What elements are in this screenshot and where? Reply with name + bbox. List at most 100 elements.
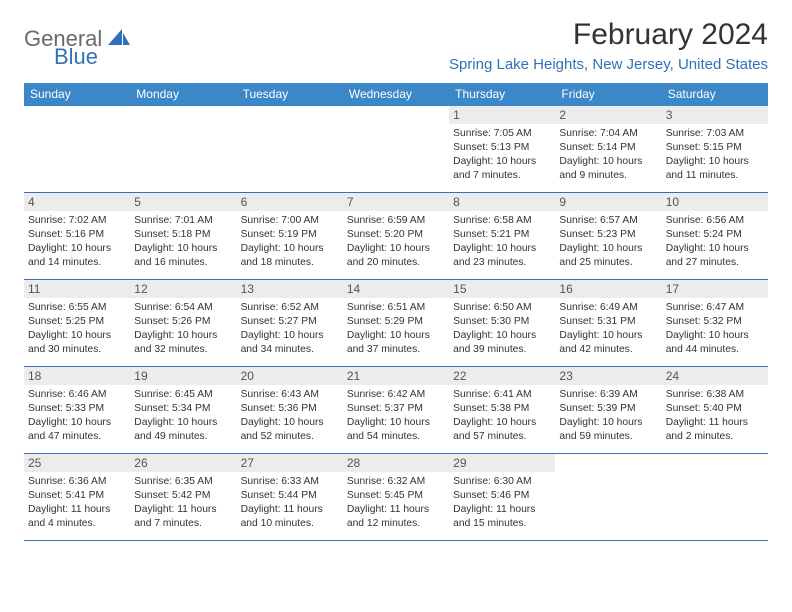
sunset-line: Sunset: 5:23 PM <box>559 228 657 242</box>
week-row: 18Sunrise: 6:46 AMSunset: 5:33 PMDayligh… <box>24 367 768 454</box>
sunrise-line: Sunrise: 6:41 AM <box>453 388 551 402</box>
daylight-line: Daylight: 10 hours and 42 minutes. <box>559 329 657 357</box>
daylight-line: Daylight: 10 hours and 23 minutes. <box>453 242 551 270</box>
day-cell: 21Sunrise: 6:42 AMSunset: 5:37 PMDayligh… <box>343 367 449 453</box>
sunset-line: Sunset: 5:16 PM <box>28 228 126 242</box>
day-cell: 29Sunrise: 6:30 AMSunset: 5:46 PMDayligh… <box>449 454 555 540</box>
day-cell: 12Sunrise: 6:54 AMSunset: 5:26 PMDayligh… <box>130 280 236 366</box>
dow-header-cell: Monday <box>130 83 236 106</box>
sunset-line: Sunset: 5:38 PM <box>453 402 551 416</box>
sunrise-line: Sunrise: 6:57 AM <box>559 214 657 228</box>
day-cell: 6Sunrise: 7:00 AMSunset: 5:19 PMDaylight… <box>237 193 343 279</box>
sunset-line: Sunset: 5:15 PM <box>666 141 764 155</box>
day-cell: 8 Sunrise: 6:58 AMSunset: 5:21 PMDaylight… <box>449 193 555 279</box>
month-title: February 2024 <box>449 18 768 52</box>
sunset-line: Sunset: 5:27 PM <box>241 315 339 329</box>
sunrise-line: Sunrise: 6:58 AM <box>453 214 551 228</box>
sunset-line: Sunset: 5:39 PM <box>559 402 657 416</box>
week-row: 4Sunrise: 7:02 AMSunset: 5:16 PMDaylight… <box>24 193 768 280</box>
day-cell: 17Sunrise: 6:47 AMSunset: 5:32 PMDayligh… <box>662 280 768 366</box>
day-cell: 18Sunrise: 6:46 AMSunset: 5:33 PMDayligh… <box>24 367 130 453</box>
sunrise-line: Sunrise: 7:05 AM <box>453 127 551 141</box>
sunrise-line: Sunrise: 6:45 AM <box>134 388 232 402</box>
sunset-line: Sunset: 5:31 PM <box>559 315 657 329</box>
daylight-line: Daylight: 10 hours and 49 minutes. <box>134 416 232 444</box>
day-number: 7 <box>343 193 449 211</box>
day-number: 1 <box>449 106 555 124</box>
daylight-line: Daylight: 10 hours and 20 minutes. <box>347 242 445 270</box>
dow-header-cell: Sunday <box>24 83 130 106</box>
calendar-grid: SundayMondayTuesdayWednesdayThursdayFrid… <box>24 83 768 541</box>
daylight-line: Daylight: 10 hours and 34 minutes. <box>241 329 339 357</box>
daylight-line: Daylight: 10 hours and 25 minutes. <box>559 242 657 270</box>
daylight-line: Daylight: 10 hours and 59 minutes. <box>559 416 657 444</box>
day-cell-empty <box>237 106 343 192</box>
daylight-line: Daylight: 10 hours and 52 minutes. <box>241 416 339 444</box>
day-cell: 11Sunrise: 6:55 AMSunset: 5:25 PMDayligh… <box>24 280 130 366</box>
daylight-line: Daylight: 10 hours and 16 minutes. <box>134 242 232 270</box>
day-cell: 14Sunrise: 6:51 AMSunset: 5:29 PMDayligh… <box>343 280 449 366</box>
day-number: 17 <box>662 280 768 298</box>
day-number: 15 <box>449 280 555 298</box>
sunrise-line: Sunrise: 7:02 AM <box>28 214 126 228</box>
sunset-line: Sunset: 5:41 PM <box>28 489 126 503</box>
daylight-line: Daylight: 10 hours and 18 minutes. <box>241 242 339 270</box>
sunset-line: Sunset: 5:20 PM <box>347 228 445 242</box>
day-number: 3 <box>662 106 768 124</box>
sunset-line: Sunset: 5:21 PM <box>453 228 551 242</box>
dow-header-row: SundayMondayTuesdayWednesdayThursdayFrid… <box>24 83 768 106</box>
daylight-line: Daylight: 10 hours and 47 minutes. <box>28 416 126 444</box>
daylight-line: Daylight: 10 hours and 14 minutes. <box>28 242 126 270</box>
sunset-line: Sunset: 5:32 PM <box>666 315 764 329</box>
day-number: 9 <box>555 193 661 211</box>
sunset-line: Sunset: 5:14 PM <box>559 141 657 155</box>
sunrise-line: Sunrise: 6:59 AM <box>347 214 445 228</box>
dow-header-cell: Friday <box>555 83 661 106</box>
sunrise-line: Sunrise: 6:50 AM <box>453 301 551 315</box>
daylight-line: Daylight: 10 hours and 9 minutes. <box>559 155 657 183</box>
daylight-line: Daylight: 11 hours and 7 minutes. <box>134 503 232 531</box>
daylight-line: Daylight: 10 hours and 27 minutes. <box>666 242 764 270</box>
day-number: 4 <box>24 193 130 211</box>
daylight-line: Daylight: 10 hours and 39 minutes. <box>453 329 551 357</box>
day-number: 2 <box>555 106 661 124</box>
dow-header-cell: Saturday <box>662 83 768 106</box>
daylight-line: Daylight: 10 hours and 57 minutes. <box>453 416 551 444</box>
sunrise-line: Sunrise: 6:32 AM <box>347 475 445 489</box>
daylight-line: Daylight: 11 hours and 15 minutes. <box>453 503 551 531</box>
sunrise-line: Sunrise: 6:33 AM <box>241 475 339 489</box>
day-number: 11 <box>24 280 130 298</box>
sunrise-line: Sunrise: 6:38 AM <box>666 388 764 402</box>
day-cell: 26Sunrise: 6:35 AMSunset: 5:42 PMDayligh… <box>130 454 236 540</box>
sunrise-line: Sunrise: 7:00 AM <box>241 214 339 228</box>
day-cell: 23Sunrise: 6:39 AMSunset: 5:39 PMDayligh… <box>555 367 661 453</box>
day-number: 13 <box>237 280 343 298</box>
day-cell: 15Sunrise: 6:50 AMSunset: 5:30 PMDayligh… <box>449 280 555 366</box>
topbar: General Blue February 2024 Spring Lake H… <box>24 18 768 73</box>
sunset-line: Sunset: 5:46 PM <box>453 489 551 503</box>
daylight-line: Daylight: 10 hours and 30 minutes. <box>28 329 126 357</box>
sunrise-line: Sunrise: 6:55 AM <box>28 301 126 315</box>
day-number: 14 <box>343 280 449 298</box>
daylight-line: Daylight: 10 hours and 37 minutes. <box>347 329 445 357</box>
daylight-line: Daylight: 11 hours and 2 minutes. <box>666 416 764 444</box>
day-cell: 9 Sunrise: 6:57 AMSunset: 5:23 PMDaylight… <box>555 193 661 279</box>
day-number: 20 <box>237 367 343 385</box>
sunset-line: Sunset: 5:40 PM <box>666 402 764 416</box>
logo-text-blue: Blue <box>54 44 98 70</box>
week-row: 1Sunrise: 7:05 AMSunset: 5:13 PMDaylight… <box>24 106 768 193</box>
day-cell: 10Sunrise: 6:56 AMSunset: 5:24 PMDayligh… <box>662 193 768 279</box>
weeks-container: 1Sunrise: 7:05 AMSunset: 5:13 PMDaylight… <box>24 106 768 541</box>
week-row: 25Sunrise: 6:36 AMSunset: 5:41 PMDayligh… <box>24 454 768 541</box>
day-cell-empty <box>555 454 661 540</box>
week-row: 11Sunrise: 6:55 AMSunset: 5:25 PMDayligh… <box>24 280 768 367</box>
day-number: 24 <box>662 367 768 385</box>
day-number: 8 <box>449 193 555 211</box>
day-number: 29 <box>449 454 555 472</box>
sunset-line: Sunset: 5:29 PM <box>347 315 445 329</box>
sunset-line: Sunset: 5:19 PM <box>241 228 339 242</box>
day-number: 10 <box>662 193 768 211</box>
daylight-line: Daylight: 10 hours and 7 minutes. <box>453 155 551 183</box>
location-subtitle: Spring Lake Heights, New Jersey, United … <box>449 56 768 73</box>
daylight-line: Daylight: 11 hours and 4 minutes. <box>28 503 126 531</box>
